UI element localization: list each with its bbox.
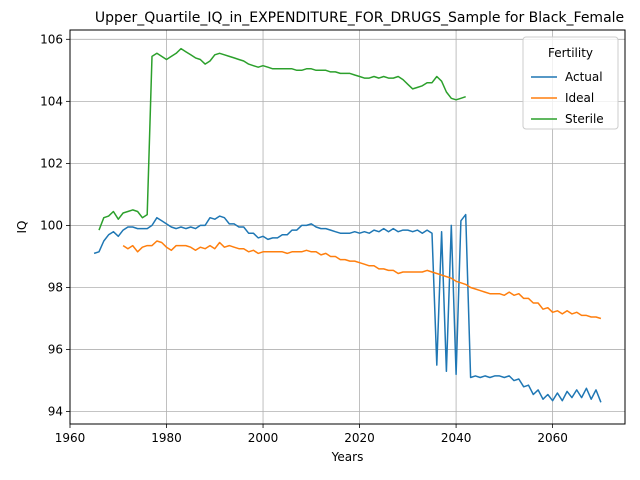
y-tick-label: 100 [40, 218, 63, 232]
x-axis-label: Years [331, 450, 364, 464]
x-tick-label: 2020 [344, 431, 375, 445]
y-tick-label: 106 [40, 32, 63, 46]
legend-label-ideal: Ideal [565, 91, 594, 105]
grid-lines [69, 30, 625, 424]
chart-title: Upper_Quartile_IQ_in_EXPENDITURE_FOR_DRU… [95, 10, 624, 26]
y-tick-label: 104 [40, 94, 63, 108]
plot-frame [69, 29, 626, 425]
x-axis-ticks: 1960 1980 2000 2020 2040 2060 [55, 424, 568, 445]
series-line-sterile [98, 47, 466, 231]
legend-box [522, 36, 619, 130]
legend: Fertility Actual Ideal Sterile [522, 36, 619, 130]
x-tick-label: 1980 [151, 431, 182, 445]
x-tick-label: 1960 [55, 431, 86, 445]
y-tick-label: 102 [40, 156, 63, 170]
y-axis-label: IQ [15, 221, 29, 234]
series-line-actual [93, 213, 602, 403]
legend-label-actual: Actual [565, 70, 603, 84]
legend-title: Fertility [548, 46, 593, 60]
series-lines [93, 47, 602, 403]
legend-label-sterile: Sterile [565, 112, 604, 126]
y-tick-label: 96 [48, 343, 63, 357]
x-tick-label: 2060 [537, 431, 568, 445]
x-tick-label: 2040 [441, 431, 472, 445]
y-tick-label: 94 [48, 405, 63, 419]
y-axis-ticks: 94 96 98 100 102 104 106 [40, 32, 70, 419]
x-tick-label: 2000 [248, 431, 279, 445]
legend-entries: Actual Ideal Sterile [531, 70, 604, 126]
y-tick-label: 98 [48, 280, 63, 294]
series-line-ideal [122, 240, 602, 320]
